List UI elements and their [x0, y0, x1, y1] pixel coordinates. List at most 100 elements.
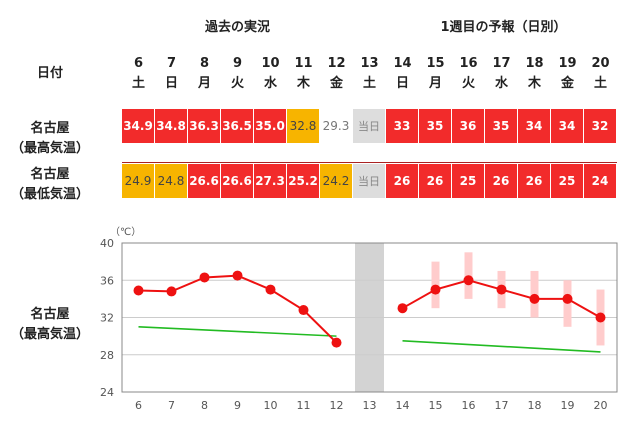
forecast-point [430, 284, 441, 295]
forecast-point [496, 284, 507, 295]
min-temp-cell: 26 [386, 164, 419, 198]
day-number: 17 [492, 56, 511, 71]
forecast-point [397, 303, 408, 314]
chart-kind: （最高気温） [10, 327, 89, 342]
day-weekday: 木 [527, 76, 541, 91]
observed-point [133, 285, 144, 296]
day-weekday: 土 [362, 76, 376, 91]
min-temp-cell: 25 [551, 164, 584, 198]
min-temp-row-label: 名古屋 （最低気温） [0, 165, 100, 205]
min-temp-cell: 26 [518, 164, 551, 198]
day-number: 20 [591, 56, 610, 71]
max-temp-cell: 35.0 [254, 109, 287, 143]
day-number: 14 [393, 56, 412, 71]
normal-temp-line [138, 326, 337, 337]
day-number: 10 [261, 56, 280, 71]
observed-point [265, 284, 276, 295]
min-temp-cell: 26.6 [188, 164, 221, 198]
day-number: 7 [166, 56, 177, 71]
max-temp-row-kind: （最高気温） [10, 141, 89, 156]
day-weekday: 水 [494, 76, 508, 91]
day-weekday: 水 [263, 76, 277, 91]
x-tick-label: 7 [168, 399, 175, 412]
x-tick-label: 9 [234, 399, 241, 412]
min-temp-cell: 25 [452, 164, 485, 198]
max-temp-cell: 当日 [353, 109, 386, 143]
normal-temp-line [402, 339, 601, 353]
x-tick-label: 10 [264, 399, 278, 412]
forecast-point [529, 293, 540, 304]
day-number: 6 [133, 56, 144, 71]
y-tick-label: 40 [100, 237, 114, 250]
day-weekday: 月 [197, 76, 211, 91]
x-tick-label: 15 [429, 399, 443, 412]
max-temp-cell: 32 [584, 109, 617, 143]
observed-point [232, 270, 243, 281]
x-tick-label: 16 [462, 399, 476, 412]
day-number: 12 [327, 56, 346, 71]
day-number: 19 [558, 56, 577, 71]
day-weekday: 月 [428, 76, 442, 91]
x-tick-label: 11 [297, 399, 311, 412]
max-temp-cell: 36.5 [221, 109, 254, 143]
observed-point [166, 286, 177, 297]
min-temp-cell: 26 [419, 164, 452, 198]
max-temp-row-label: 名古屋 （最高気温） [0, 119, 100, 159]
y-tick-label: 24 [100, 386, 114, 399]
max-temp-cell: 34 [518, 109, 551, 143]
min-temp-cell: 27.3 [254, 164, 287, 198]
x-tick-label: 19 [561, 399, 575, 412]
weekly-forecast-header: 1週目の予報（日別） [440, 20, 567, 35]
max-temp-cell: 35 [419, 109, 452, 143]
min-temp-row-city: 名古屋 [30, 167, 70, 182]
forecast-point [595, 312, 606, 323]
min-temp-row-kind: （最低気温） [10, 187, 89, 202]
x-tick-label: 17 [495, 399, 509, 412]
day-weekday: 金 [560, 76, 574, 91]
x-tick-label: 8 [201, 399, 208, 412]
min-temp-cell: 24 [584, 164, 617, 198]
day-number: 11 [294, 56, 313, 71]
day-number: 18 [525, 56, 544, 71]
forecast-point [562, 293, 573, 304]
day-weekday: 日 [164, 76, 178, 91]
y-unit-label: （℃） [110, 226, 141, 238]
max-temp-cell: 36.3 [188, 109, 221, 143]
max-temp-cell: 34.8 [155, 109, 188, 143]
min-temp-cell: 26 [485, 164, 518, 198]
date-row-label: 日付 [36, 66, 63, 81]
day-weekday: 日 [395, 76, 409, 91]
day-weekday: 金 [329, 76, 343, 91]
past-observations-header: 過去の実況 [204, 20, 270, 35]
day-weekday: 土 [131, 76, 145, 91]
day-number: 16 [459, 56, 478, 71]
day-weekday: 火 [230, 76, 244, 91]
max-temp-cell: 33 [386, 109, 419, 143]
observed-point [298, 305, 309, 316]
chart-row-label: 名古屋 （最高気温） [0, 305, 100, 345]
max-temp-cell: 35 [485, 109, 518, 143]
day-weekday: 木 [296, 76, 310, 91]
min-temp-cell: 24.2 [320, 164, 353, 198]
x-tick-label: 13 [363, 399, 377, 412]
y-tick-label: 32 [100, 312, 114, 325]
day-number: 15 [426, 56, 445, 71]
x-tick-label: 12 [330, 399, 344, 412]
x-tick-label: 18 [528, 399, 542, 412]
day-weekday: 火 [461, 76, 475, 91]
min-temp-cell: 25.2 [287, 164, 320, 198]
max-temp-cell: 34.9 [122, 109, 155, 143]
min-temp-cell: 24.8 [155, 164, 188, 198]
row-divider [122, 162, 617, 163]
chart-city: 名古屋 [30, 307, 70, 322]
min-temp-cell: 当日 [353, 164, 386, 198]
observed-point [331, 337, 342, 348]
min-temp-cell: 24.9 [122, 164, 155, 198]
plot-frame [121, 242, 618, 393]
y-tick-label: 36 [100, 274, 114, 287]
max-temp-cell: 32.8 [287, 109, 320, 143]
day-weekday: 土 [593, 76, 607, 91]
min-temp-cell: 26.6 [221, 164, 254, 198]
day-number: 8 [199, 56, 210, 71]
